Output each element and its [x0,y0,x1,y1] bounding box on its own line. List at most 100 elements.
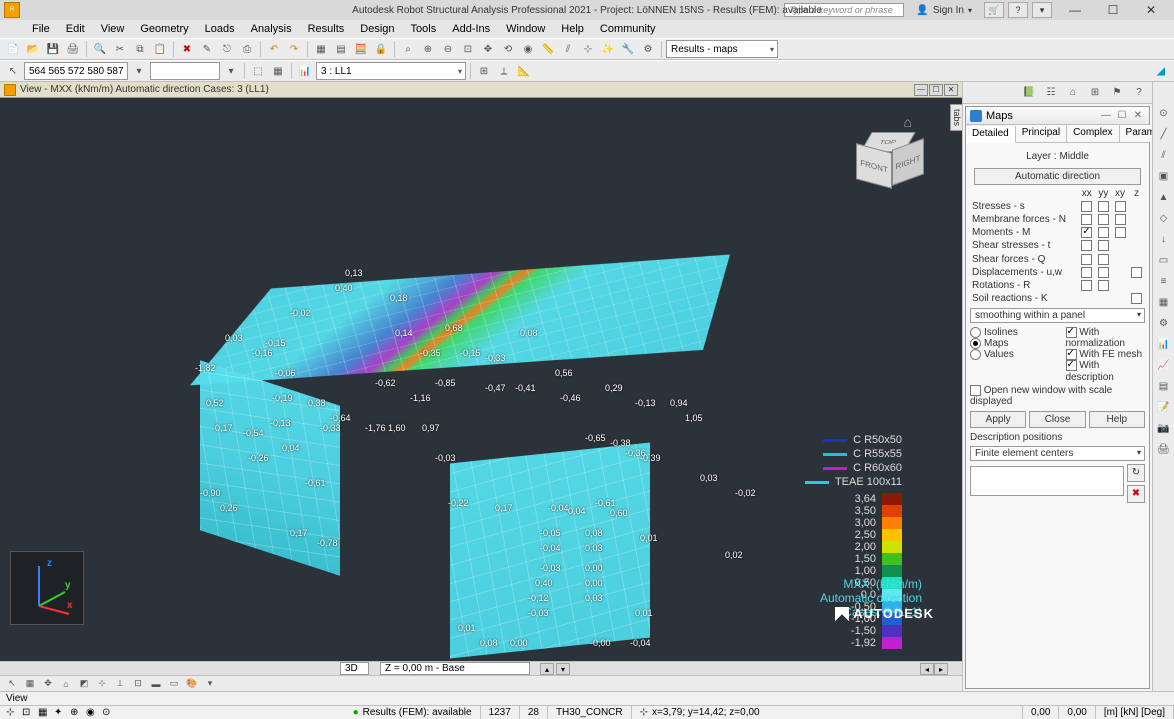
chk[interactable] [1098,254,1109,265]
side-tab[interactable]: tabs [950,104,962,131]
zoom-all-icon[interactable]: ⊡ [459,40,477,58]
rs-table-icon[interactable]: ▤ [1155,377,1173,395]
tab-detailed[interactable]: Detailed [966,126,1016,143]
chk[interactable] [1098,280,1109,291]
menu-geometry[interactable]: Geometry [132,23,196,35]
vb-grid-icon[interactable]: ▦ [22,677,38,691]
rs-res-icon[interactable]: 📊 [1155,335,1173,353]
chk[interactable] [1081,214,1092,225]
vb-home-icon[interactable]: ⌂ [58,677,74,691]
rs-load-icon[interactable]: ↓ [1155,230,1173,248]
vb-menu-icon[interactable]: ▾ [202,677,218,691]
chk[interactable] [1081,254,1092,265]
edit-icon[interactable]: ✎ [198,40,216,58]
calc-icon[interactable]: 🧮 [352,40,370,58]
minimize-button[interactable]: — [1056,0,1094,20]
gear-icon[interactable]: ⚙ [639,40,657,58]
ortho-icon[interactable]: ⟂ [495,62,513,80]
vb-color-icon[interactable]: 🎨 [184,677,200,691]
chk[interactable] [1081,227,1092,238]
chk[interactable] [1098,201,1109,212]
rs-rel-icon[interactable]: ◇ [1155,209,1173,227]
opt-norm[interactable]: With normalization [1066,327,1146,349]
view-hscroll[interactable]: 3D Z = 0,00 m - Base ▴ ▾ ▸ ◂ [0,661,962,675]
vb-xyz-icon[interactable]: ⊹ [94,677,110,691]
tab-principal[interactable]: Principal [1016,125,1067,142]
menu-loads[interactable]: Loads [197,23,243,35]
rt-flag-icon[interactable]: ⚑ [1108,84,1126,102]
description-textarea[interactable] [970,466,1124,496]
select-mode-icon[interactable]: ⬚ [249,62,267,80]
load-case-select[interactable]: 3 : LL1 [316,62,466,80]
print-icon[interactable]: 🖨 [64,40,82,58]
ruler-icon[interactable]: 📐 [515,62,533,80]
opt-fe[interactable]: With FE mesh [1066,349,1146,360]
layout-select[interactable]: Results - maps [666,40,778,58]
axis-gizmo[interactable]: z y x [10,551,84,625]
autodesk-a-icon[interactable]: ◢ [1152,62,1170,80]
view-min-button[interactable]: — [914,84,928,96]
chk[interactable] [1115,201,1126,212]
rs-mesh-icon[interactable]: ▦ [1155,293,1173,311]
bar-dropdown-icon[interactable]: ▾ [222,62,240,80]
rt-props-icon[interactable]: ⊞ [1086,84,1104,102]
vb-wire-icon[interactable]: ▭ [166,677,182,691]
node-selection-input[interactable] [24,62,128,80]
apply-button[interactable]: Apply [970,411,1026,428]
undo-icon[interactable]: ↶ [265,40,283,58]
chk[interactable] [1115,227,1126,238]
viewport-3d[interactable]: tabs ⌂ TOP FRONT RIGHT -1,820,52-0,54-0,… [0,98,962,661]
chk[interactable] [1081,240,1092,251]
rt-quest-icon[interactable]: ? [1130,84,1148,102]
rt-layers-icon[interactable]: ☷ [1042,84,1060,102]
view-max-button[interactable]: ☐ [929,84,943,96]
help-icon[interactable]: ? [1008,2,1028,18]
desc-pos-select[interactable]: Finite element centers [970,446,1145,461]
rs-cap-icon[interactable]: 📷 [1155,419,1173,437]
chk[interactable] [1098,240,1109,251]
vb-iso-icon[interactable]: ◩ [76,677,92,691]
screenshot-icon[interactable]: ⎙ [238,40,256,58]
menu-community[interactable]: Community [592,23,664,35]
orbit-icon[interactable]: ◉ [519,40,537,58]
cut-icon[interactable]: ✂ [111,40,129,58]
chk[interactable] [1098,267,1109,278]
sb-i7-icon[interactable]: ⊙ [102,707,114,719]
menu-add-ins[interactable]: Add-Ins [444,23,498,35]
preview-icon[interactable]: 🔍 [91,40,109,58]
zoom-window-icon[interactable]: ⌕ [399,40,417,58]
view-close-button[interactable]: ✕ [944,84,958,96]
rt-home-icon[interactable]: ⌂ [1064,84,1082,102]
measure-icon[interactable]: 📏 [539,40,557,58]
rs-panel-icon[interactable]: ▭ [1155,251,1173,269]
section-icon[interactable]: ⫽ [559,40,577,58]
panel-close-icon[interactable]: ✕ [1131,109,1145,123]
menu-file[interactable]: File [24,23,58,35]
wand-icon[interactable]: ✨ [599,40,617,58]
signin-button[interactable]: 👤 Sign In ▾ [908,5,980,16]
table-icon[interactable]: ▤ [332,40,350,58]
redo-icon[interactable]: ↷ [285,40,303,58]
opt-desc[interactable]: With description [1066,360,1146,382]
mode-isolines[interactable]: Isolines [970,327,1058,338]
chk[interactable] [1081,280,1092,291]
menu-tools[interactable]: Tools [403,23,445,35]
chk[interactable] [1081,201,1092,212]
scroll-right-icon[interactable]: ▸ [934,663,948,675]
pointer-icon[interactable]: ↖ [4,62,22,80]
sb-i5-icon[interactable]: ⊕ [70,707,82,719]
rs-print-icon[interactable]: 🖨 [1155,440,1173,458]
mode-maps[interactable]: Maps [970,338,1058,349]
menu-help[interactable]: Help [553,23,592,35]
case-icon[interactable]: 📊 [296,62,314,80]
rs-sect-icon[interactable]: ⫽ [1155,146,1173,164]
rs-supp-icon[interactable]: ▲ [1155,188,1173,206]
lock-icon[interactable]: 🔒 [372,40,390,58]
opt-newwin[interactable]: Open new window with scale displayed [970,385,1145,407]
tab-complex[interactable]: Complex [1067,125,1119,142]
paste-icon[interactable]: 📋 [151,40,169,58]
level-select[interactable]: Z = 0,00 m - Base [380,662,530,675]
rs-node-icon[interactable]: ⊙ [1155,104,1173,122]
rs-mat-icon[interactable]: ▣ [1155,167,1173,185]
menu-design[interactable]: Design [352,23,402,35]
